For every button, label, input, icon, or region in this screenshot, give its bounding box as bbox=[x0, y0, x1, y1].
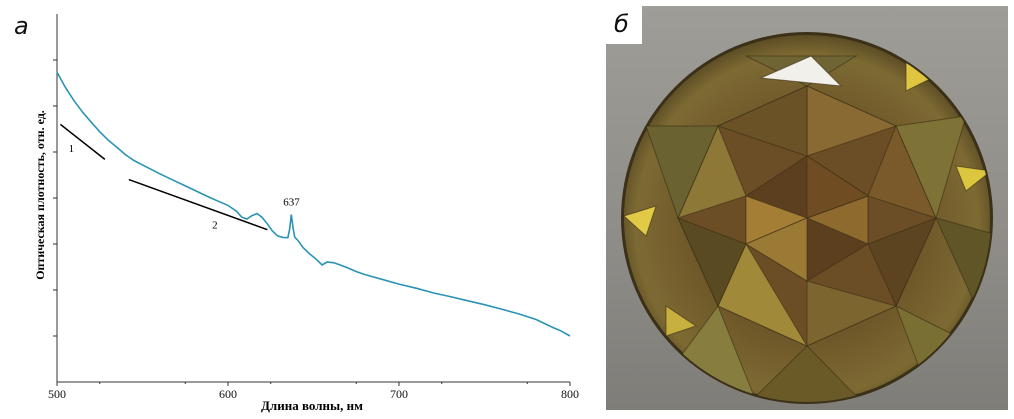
spectrum-chart: 500 600 700 800 Длина волны, нм Оптическая … bbox=[33, 14, 579, 413]
x-tick-label: 600 bbox=[219, 387, 237, 401]
chart-axes bbox=[56, 14, 570, 383]
x-axis-label: Длина волны, нм bbox=[261, 398, 363, 413]
panel-label-b: б bbox=[614, 10, 629, 38]
x-tick-label: 700 bbox=[390, 387, 408, 401]
peak-annotation: 637 bbox=[283, 197, 300, 209]
tangent-line-2 bbox=[128, 178, 268, 231]
label-background bbox=[606, 6, 642, 44]
chart-panel: а 500 600 700 800 Длина волны, нм Оптическа… bbox=[14, 12, 579, 413]
tangent-line-1 bbox=[59, 123, 106, 160]
gem-photo bbox=[606, 6, 993, 404]
absorption-spectrum-line bbox=[56, 71, 571, 337]
y-axis-label: Оптическая плотность, отн. ед. bbox=[33, 110, 47, 280]
tangent-lines bbox=[59, 123, 268, 231]
chart-ticks: 500 600 700 800 bbox=[48, 59, 579, 401]
gem-photo-panel: б bbox=[606, 6, 1008, 410]
gem-facets bbox=[623, 55, 991, 402]
line-label-2: 2 bbox=[212, 220, 218, 232]
panel-label-a: а bbox=[14, 12, 29, 40]
x-tick-label: 800 bbox=[561, 387, 579, 401]
x-tick-label: 500 bbox=[48, 387, 66, 401]
chart-series bbox=[56, 71, 571, 337]
line-label-1: 1 bbox=[69, 143, 75, 155]
